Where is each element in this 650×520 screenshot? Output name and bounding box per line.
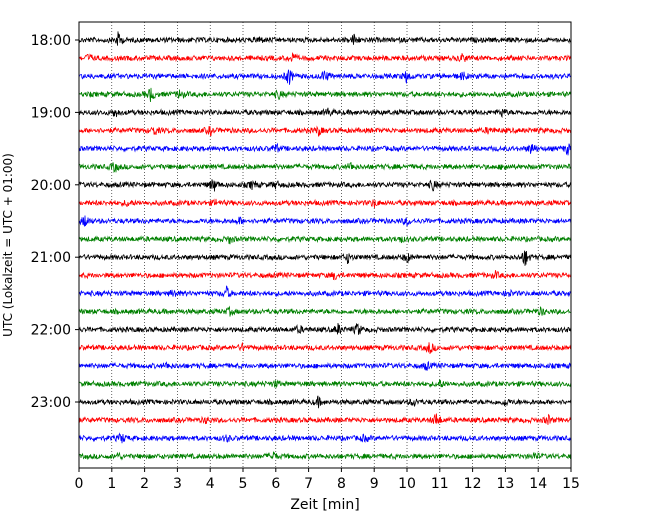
y-axis-label: UTC (Lokalzeit = UTC + 01:00): [1, 153, 15, 337]
x-axis-label: Zeit [min]: [290, 497, 359, 513]
y-tick-label: 23:00: [31, 395, 71, 411]
trace-2215: [78, 341, 572, 355]
trace-2330: [78, 432, 572, 444]
y-tick-label: 21:00: [31, 250, 71, 266]
trace-group: [78, 31, 572, 461]
x-tick-label: 4: [206, 476, 215, 492]
x-tick-label: 8: [337, 476, 346, 492]
x-tick-label: 2: [140, 476, 149, 492]
trace-2230: [78, 360, 572, 371]
x-tick-label: 14: [529, 476, 547, 492]
x-tick-label: 5: [239, 476, 248, 492]
trace-2000: [78, 179, 572, 192]
trace-1945: [78, 162, 572, 174]
y-tick-label: 22:00: [31, 323, 71, 339]
x-tick-label: 0: [75, 476, 84, 492]
trace-2015: [78, 198, 572, 208]
x-tick-label: 15: [562, 476, 580, 492]
trace-1900: [78, 107, 572, 119]
trace-2200: [78, 322, 572, 335]
trace-2100: [78, 250, 572, 266]
plot-frame: [78, 21, 572, 469]
trace-2115: [78, 270, 572, 281]
x-tick-label: 7: [304, 476, 313, 492]
x-tick-label: 6: [271, 476, 280, 492]
trace-2345: [78, 451, 572, 461]
trace-2130: [78, 285, 572, 298]
trace-1830: [78, 69, 572, 85]
y-axis: 18:00 19:00 20:00 21:00 22:00 23:00: [31, 33, 79, 411]
trace-1930: [78, 142, 572, 156]
trace-1800: [78, 31, 572, 46]
trace-1815: [78, 51, 572, 63]
trace-2315: [78, 413, 572, 425]
x-axis: 0 1 2 3 4 5 6 7 8 9 10 11 12 13 14 15: [75, 468, 580, 492]
x-tick-label: 1: [107, 476, 116, 492]
x-tick-label: 9: [370, 476, 379, 492]
y-tick-label: 19:00: [31, 105, 71, 121]
y-tick-label: 20:00: [31, 178, 71, 194]
x-tick-label: 12: [464, 476, 482, 492]
trace-2045: [78, 235, 572, 245]
trace-1915: [78, 125, 572, 137]
x-tick-label: 3: [173, 476, 182, 492]
trace-2030: [78, 215, 572, 227]
trace-1845: [78, 87, 572, 103]
x-tick-label: 11: [431, 476, 449, 492]
trace-2245: [78, 379, 572, 389]
grid-lines: [111, 22, 539, 468]
x-tick-label: 10: [398, 476, 416, 492]
trace-2145: [78, 305, 572, 317]
trace-2300: [78, 395, 572, 409]
x-tick-label: 13: [496, 476, 514, 492]
y-tick-label: 18:00: [31, 33, 71, 49]
